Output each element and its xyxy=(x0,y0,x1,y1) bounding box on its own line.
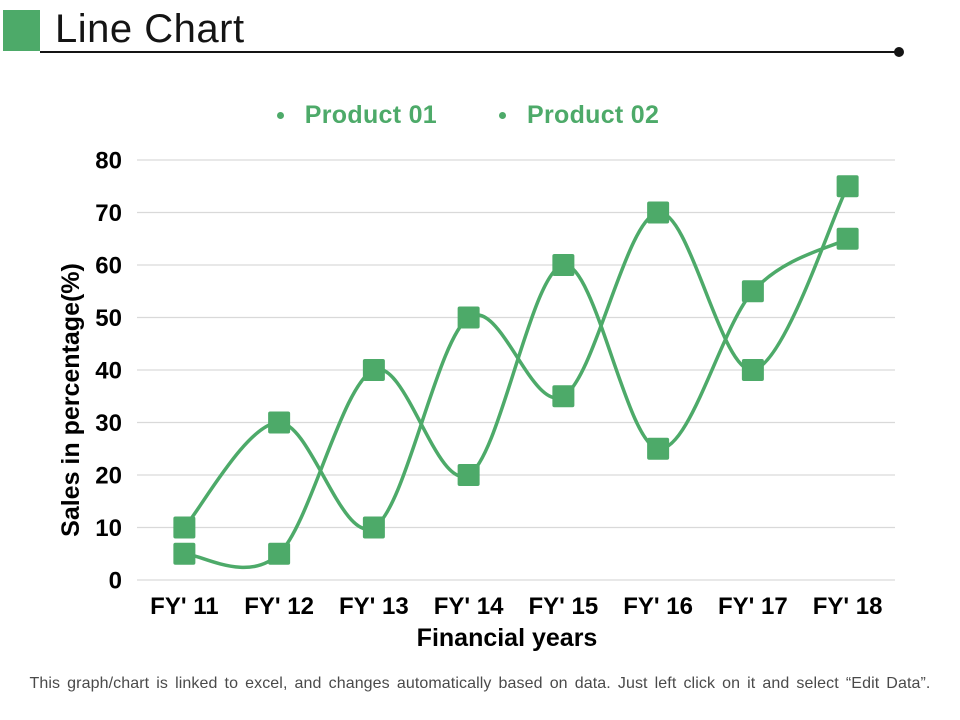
series-marker-1 xyxy=(741,359,764,381)
series-marker-1 xyxy=(268,411,291,434)
y-tick-label: 70 xyxy=(95,200,122,227)
underline-end-dot xyxy=(894,47,904,57)
series-marker-1 xyxy=(457,306,480,329)
y-tick-label: 80 xyxy=(95,148,122,175)
legend-label: Product 02 xyxy=(527,101,660,129)
x-tick-label: FY' 16 xyxy=(623,593,693,620)
title-accent-square xyxy=(3,10,40,51)
page-title: Line Chart xyxy=(55,7,245,51)
series-marker-2 xyxy=(268,542,291,565)
series-marker-2 xyxy=(362,359,385,381)
legend-bullet-icon xyxy=(276,112,284,119)
x-axis-title: Financial years xyxy=(417,624,598,652)
series-line-1 xyxy=(182,184,850,531)
x-tick-label: FY' 13 xyxy=(339,593,409,620)
series-marker-2 xyxy=(552,254,575,276)
x-tick-label: FY' 17 xyxy=(718,593,788,620)
series-marker-2 xyxy=(836,227,859,250)
legend-item-product-02: Product 02 xyxy=(499,101,659,130)
series-marker-1 xyxy=(647,201,670,224)
y-tick-label: 50 xyxy=(95,305,122,332)
series-marker-2 xyxy=(173,542,196,565)
y-tick-label: 20 xyxy=(95,463,122,490)
series-marker-1 xyxy=(552,385,575,408)
y-tick-label: 30 xyxy=(95,410,122,437)
series-marker-1 xyxy=(836,175,859,198)
chart-legend: Product 01 Product 02 xyxy=(0,101,948,130)
series-marker-1 xyxy=(173,516,196,539)
x-tick-label: FY' 18 xyxy=(813,593,883,620)
footer-note: This graph/chart is linked to excel, and… xyxy=(29,675,931,692)
legend-label: Product 01 xyxy=(304,101,437,129)
series-marker-2 xyxy=(647,437,670,460)
y-tick-label: 40 xyxy=(95,358,122,385)
series-marker-2 xyxy=(457,464,480,486)
title-underline xyxy=(40,47,904,57)
x-tick-label: FY' 11 xyxy=(150,593,218,620)
x-tick-label: FY' 14 xyxy=(434,593,504,620)
x-tick-label: FY' 15 xyxy=(529,593,599,620)
y-tick-label: 0 xyxy=(109,568,122,595)
y-axis-title: Sales in percentage(%) xyxy=(57,263,85,537)
series-marker-1 xyxy=(362,516,385,539)
y-tick-label: 10 xyxy=(95,515,122,542)
series-line-2 xyxy=(182,237,850,570)
y-tick-label: 60 xyxy=(95,253,122,280)
series-marker-2 xyxy=(741,280,764,303)
x-tick-label: FY' 12 xyxy=(244,593,314,620)
legend-item-product-01: Product 01 xyxy=(276,101,437,130)
legend-bullet-icon xyxy=(499,112,506,119)
